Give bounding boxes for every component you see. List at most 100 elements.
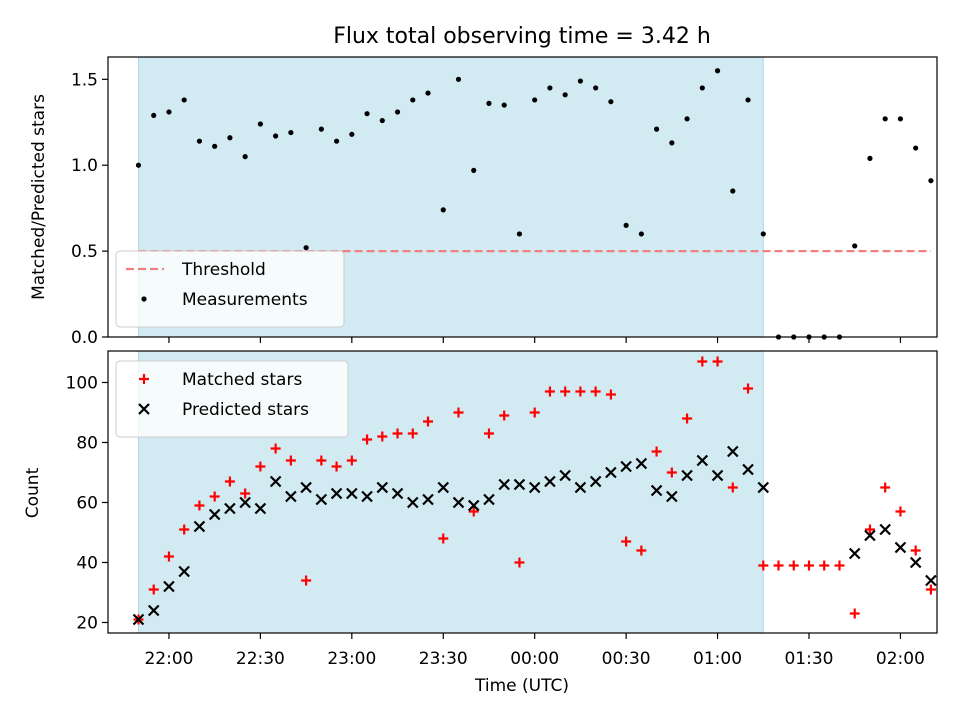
data-point-mark bbox=[349, 131, 355, 137]
y-tick-label: 80 bbox=[76, 434, 98, 454]
x-axis-label: Time (UTC) bbox=[474, 676, 569, 696]
data-point-mark bbox=[864, 529, 876, 542]
data-point bbox=[452, 496, 465, 509]
data-point bbox=[407, 496, 419, 509]
data-point-mark bbox=[743, 383, 754, 394]
data-point-mark bbox=[714, 68, 721, 74]
data-point bbox=[910, 545, 921, 556]
data-point bbox=[467, 499, 480, 512]
legend-label: Threshold bbox=[181, 260, 266, 280]
data-point bbox=[654, 126, 660, 132]
data-point bbox=[560, 386, 571, 397]
data-point-mark bbox=[257, 121, 263, 127]
data-point-mark bbox=[364, 111, 370, 117]
data-point-mark bbox=[209, 491, 220, 502]
chart-title: Flux total observing time = 3.42 h bbox=[333, 24, 711, 49]
data-point-mark bbox=[376, 481, 389, 494]
data-point bbox=[181, 97, 187, 103]
data-point-mark bbox=[684, 116, 690, 122]
data-point-mark bbox=[589, 475, 602, 488]
data-point-mark bbox=[333, 138, 340, 144]
x-tick-label: 23:30 bbox=[419, 649, 468, 669]
data-point bbox=[848, 547, 861, 560]
data-point bbox=[897, 116, 904, 122]
y-tick-label: 1.0 bbox=[71, 156, 98, 176]
data-point-mark bbox=[471, 167, 477, 173]
data-point bbox=[852, 243, 858, 249]
data-point-mark bbox=[318, 126, 324, 132]
data-point-mark bbox=[440, 207, 446, 213]
data-point bbox=[605, 466, 617, 479]
data-point-mark bbox=[468, 506, 479, 517]
data-point bbox=[483, 428, 494, 439]
legend-box bbox=[115, 250, 345, 328]
data-point bbox=[773, 560, 784, 571]
data-point bbox=[894, 541, 907, 554]
data-point bbox=[437, 481, 450, 494]
data-point-mark bbox=[528, 481, 541, 494]
data-point bbox=[516, 231, 523, 237]
data-point bbox=[269, 475, 282, 488]
data-point-mark bbox=[848, 547, 861, 560]
data-point bbox=[376, 481, 389, 494]
data-point bbox=[605, 389, 616, 400]
y-tick-label: 20 bbox=[76, 614, 98, 634]
data-point bbox=[727, 482, 738, 493]
data-point bbox=[425, 90, 431, 96]
data-point-mark bbox=[483, 428, 494, 439]
data-point-mark bbox=[894, 541, 907, 554]
data-point-mark bbox=[910, 545, 921, 556]
data-point-mark bbox=[760, 231, 766, 237]
data-point bbox=[135, 162, 142, 168]
legend: Threshold Measurements bbox=[115, 250, 345, 328]
data-point bbox=[148, 584, 159, 595]
data-point bbox=[638, 231, 644, 237]
data-point bbox=[364, 111, 370, 117]
series-predicted-stars bbox=[132, 445, 937, 626]
data-point-mark bbox=[529, 407, 540, 418]
data-point bbox=[760, 231, 766, 237]
y-tick-label: 0.0 bbox=[71, 328, 98, 348]
data-point-mark bbox=[498, 478, 510, 491]
data-point bbox=[562, 92, 568, 98]
x-tick-label: 00:00 bbox=[510, 649, 559, 669]
data-point-mark bbox=[895, 506, 906, 517]
data-point-mark bbox=[501, 102, 507, 108]
data-point-mark bbox=[593, 85, 599, 91]
data-point-mark bbox=[742, 463, 754, 476]
data-point bbox=[257, 121, 263, 127]
data-point bbox=[529, 407, 540, 418]
data-point bbox=[346, 487, 358, 500]
data-point bbox=[636, 545, 647, 556]
data-point bbox=[864, 524, 875, 535]
data-point-mark bbox=[148, 584, 159, 595]
data-point-mark bbox=[499, 410, 510, 421]
data-point bbox=[925, 584, 936, 595]
data-point-mark bbox=[897, 116, 904, 122]
data-point-mark bbox=[925, 584, 936, 595]
data-point-mark bbox=[623, 222, 629, 228]
data-point-mark bbox=[867, 155, 873, 161]
data-point bbox=[196, 138, 203, 144]
data-point-mark bbox=[425, 90, 431, 96]
x-tick-label: 22:00 bbox=[144, 649, 193, 669]
data-point-mark bbox=[394, 109, 401, 115]
data-point bbox=[242, 154, 248, 160]
data-point bbox=[803, 560, 814, 571]
data-point bbox=[712, 356, 723, 367]
data-point bbox=[163, 551, 174, 562]
data-point-mark bbox=[438, 533, 449, 544]
data-point bbox=[270, 443, 281, 454]
y-tick-label: 60 bbox=[76, 494, 98, 514]
ratio-panel: 0.0 0.5 1.0 1.5 Threshold Measurements bbox=[71, 56, 938, 348]
data-point bbox=[285, 455, 296, 466]
data-point-mark bbox=[391, 487, 404, 500]
data-point-mark bbox=[422, 493, 434, 506]
data-point bbox=[166, 109, 172, 115]
data-point-mark bbox=[362, 434, 373, 445]
data-point bbox=[132, 613, 145, 626]
data-point-mark bbox=[242, 154, 248, 160]
data-point bbox=[178, 565, 190, 578]
data-point bbox=[758, 560, 769, 571]
